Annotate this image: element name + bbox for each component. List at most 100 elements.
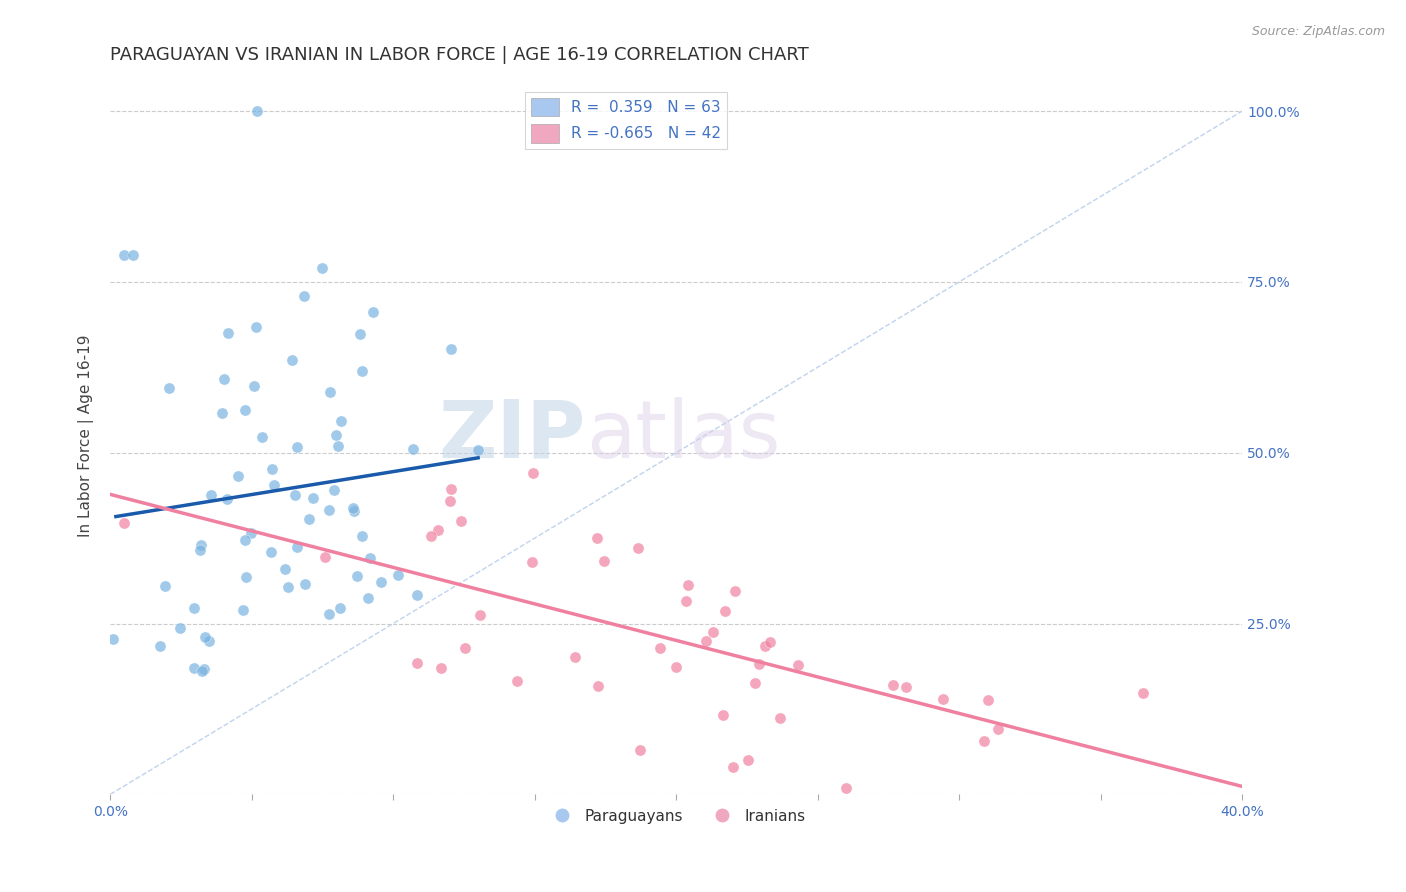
Point (977, 693, 1000, 707)
Point (370, 575, 392, 590)
Text: atlas: atlas (586, 397, 780, 475)
Point (440, 342, 463, 356)
Point (112, 247, 135, 261)
Text: ZIP: ZIP (439, 397, 586, 475)
Point (232, 602, 254, 616)
Point (973, 734, 995, 748)
Point (350, 364, 373, 378)
Point (239, 525, 262, 540)
Point (721, 760, 744, 774)
Point (217, 326, 239, 341)
Point (585, 531, 607, 545)
Point (285, 441, 308, 455)
Point (359, 551, 381, 566)
Point (322, 483, 344, 497)
Point (157, 381, 180, 395)
Point (318, 503, 340, 517)
Point (467, 442, 489, 457)
Point (183, 661, 205, 675)
Point (744, 676, 766, 690)
Point (169, 621, 191, 635)
Point (1132, 686, 1154, 700)
Point (263, 478, 285, 492)
Point (329, 601, 352, 615)
Point (325, 428, 347, 442)
Point (650, 641, 672, 656)
Point (302, 491, 325, 506)
Point (702, 625, 724, 640)
Point (737, 753, 759, 767)
Point (357, 591, 380, 605)
Point (285, 540, 308, 554)
Point (506, 674, 529, 689)
Point (277, 581, 299, 595)
Point (101, 632, 124, 646)
Point (328, 439, 350, 453)
Point (932, 692, 955, 706)
Point (297, 512, 319, 526)
Point (405, 588, 427, 602)
Point (190, 538, 212, 552)
Point (628, 742, 651, 756)
Legend: Paraguayans, Iranians: Paraguayans, Iranians (540, 803, 811, 830)
Point (112, 516, 135, 530)
Point (678, 578, 700, 592)
Point (122, 247, 145, 261)
Point (882, 678, 904, 692)
Point (183, 601, 205, 615)
Point (835, 780, 858, 795)
Point (522, 467, 544, 481)
Point (468, 607, 491, 622)
Point (711, 708, 734, 723)
Point (274, 562, 297, 576)
Point (627, 541, 650, 555)
Point (260, 545, 283, 559)
Point (342, 501, 364, 516)
Point (769, 711, 792, 725)
Point (235, 403, 257, 417)
Point (665, 660, 688, 674)
Point (430, 661, 453, 675)
Point (695, 634, 717, 648)
Point (454, 640, 477, 655)
Point (217, 491, 239, 506)
Point (675, 594, 697, 608)
Point (311, 261, 333, 276)
Point (349, 326, 371, 341)
Point (787, 657, 810, 672)
Text: Source: ZipAtlas.com: Source: ZipAtlas.com (1251, 25, 1385, 38)
Point (250, 430, 273, 444)
Point (343, 504, 366, 518)
Point (420, 529, 443, 543)
Point (314, 549, 336, 564)
Point (200, 488, 222, 502)
Point (284, 488, 307, 502)
Point (294, 577, 316, 591)
Point (243, 378, 266, 392)
Point (212, 372, 235, 386)
Point (191, 665, 214, 679)
Point (246, 103, 269, 118)
Point (155, 579, 177, 593)
Point (149, 640, 172, 654)
Point (406, 656, 429, 670)
Point (450, 514, 472, 528)
Point (586, 679, 609, 693)
Point (280, 353, 302, 368)
Point (260, 462, 283, 476)
Point (193, 662, 215, 676)
Point (593, 554, 616, 568)
Text: PARAGUAYAN VS IRANIAN IN LABOR FORCE | AGE 16-19 CORRELATION CHART: PARAGUAYAN VS IRANIAN IN LABOR FORCE | A… (110, 46, 808, 64)
Point (748, 657, 770, 671)
Point (188, 543, 211, 558)
Point (440, 482, 463, 496)
Point (520, 555, 543, 569)
Point (319, 384, 342, 399)
Point (361, 305, 384, 319)
Y-axis label: In Labor Force | Age 16-19: In Labor Force | Age 16-19 (79, 334, 94, 537)
Point (235, 570, 257, 584)
Point (402, 442, 425, 457)
Point (754, 639, 776, 653)
Point (758, 635, 780, 649)
Point (197, 634, 219, 648)
